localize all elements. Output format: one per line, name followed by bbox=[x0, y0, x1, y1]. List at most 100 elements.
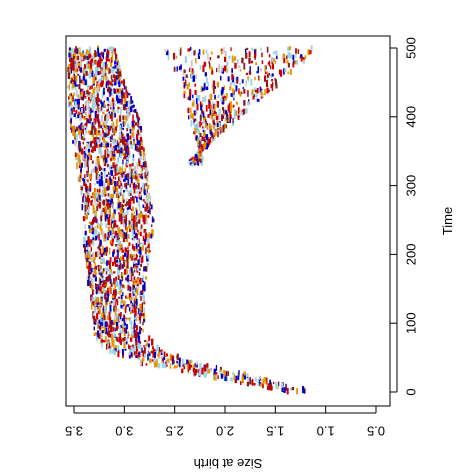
data-point bbox=[119, 213, 122, 216]
data-point bbox=[135, 214, 138, 220]
data-point bbox=[122, 104, 125, 111]
data-point bbox=[214, 112, 216, 116]
data-point bbox=[110, 271, 112, 275]
data-point bbox=[269, 379, 271, 385]
data-point bbox=[272, 64, 274, 70]
data-point bbox=[117, 195, 120, 201]
data-point bbox=[118, 131, 121, 138]
data-point bbox=[111, 93, 113, 97]
data-point bbox=[92, 96, 95, 102]
data-point bbox=[116, 338, 119, 342]
data-point bbox=[123, 121, 126, 125]
data-point bbox=[167, 53, 170, 61]
data-point bbox=[113, 235, 116, 239]
data-point bbox=[104, 297, 107, 300]
data-point bbox=[91, 252, 95, 258]
data-point bbox=[108, 165, 110, 169]
data-point bbox=[296, 388, 298, 395]
data-point bbox=[88, 141, 91, 149]
data-point bbox=[122, 304, 125, 307]
data-point bbox=[167, 358, 170, 364]
data-point bbox=[215, 364, 218, 371]
data-point bbox=[146, 220, 148, 225]
data-point bbox=[136, 139, 139, 146]
data-point bbox=[142, 150, 145, 156]
data-point bbox=[209, 127, 212, 132]
data-point bbox=[124, 97, 126, 104]
data-point bbox=[132, 293, 135, 296]
data-point bbox=[84, 214, 86, 219]
data-point bbox=[73, 52, 76, 56]
data-point bbox=[99, 286, 102, 292]
data-point bbox=[135, 131, 138, 136]
data-point bbox=[193, 75, 196, 82]
data-point bbox=[125, 197, 128, 204]
data-point bbox=[121, 317, 124, 322]
data-point bbox=[100, 339, 103, 344]
data-point bbox=[77, 73, 80, 76]
data-point bbox=[102, 74, 105, 80]
data-point bbox=[128, 344, 130, 350]
data-point bbox=[88, 206, 90, 214]
data-point bbox=[103, 160, 107, 167]
data-point bbox=[119, 174, 122, 181]
data-point bbox=[128, 152, 131, 156]
data-point bbox=[143, 353, 146, 358]
data-point bbox=[113, 271, 116, 274]
data-point bbox=[119, 94, 122, 99]
data-point bbox=[99, 62, 102, 69]
data-point bbox=[99, 144, 102, 151]
data-point bbox=[93, 316, 96, 323]
data-point bbox=[69, 80, 72, 85]
data-point bbox=[91, 231, 94, 235]
data-point bbox=[197, 52, 200, 59]
data-point bbox=[112, 335, 114, 343]
data-point bbox=[94, 262, 96, 266]
data-point bbox=[202, 130, 205, 133]
data-point bbox=[84, 96, 87, 99]
data-point bbox=[103, 314, 106, 321]
data-point bbox=[114, 126, 117, 131]
data-point bbox=[128, 204, 131, 210]
data-point bbox=[256, 87, 259, 94]
data-point bbox=[109, 203, 112, 207]
data-point bbox=[89, 183, 92, 190]
data-point bbox=[136, 212, 139, 219]
data-point bbox=[126, 269, 129, 275]
data-point bbox=[108, 206, 111, 210]
data-point bbox=[134, 136, 136, 144]
data-point bbox=[131, 330, 134, 337]
data-point bbox=[125, 174, 128, 181]
data-point bbox=[111, 180, 114, 184]
data-point bbox=[276, 385, 279, 390]
data-point bbox=[142, 199, 145, 202]
data-point bbox=[230, 47, 232, 52]
data-point bbox=[72, 75, 75, 80]
data-point bbox=[92, 300, 94, 306]
data-point bbox=[294, 60, 297, 65]
data-point bbox=[72, 131, 74, 135]
data-point bbox=[103, 206, 106, 211]
data-point bbox=[139, 247, 142, 254]
data-point bbox=[210, 66, 213, 70]
data-point bbox=[147, 215, 150, 218]
data-point bbox=[208, 61, 211, 64]
data-point bbox=[83, 179, 86, 186]
data-point bbox=[270, 65, 272, 70]
data-point bbox=[262, 92, 264, 99]
data-point bbox=[204, 72, 207, 77]
data-point bbox=[103, 155, 106, 161]
data-point bbox=[125, 89, 128, 93]
data-point bbox=[127, 151, 129, 155]
data-point bbox=[71, 66, 74, 71]
data-point bbox=[122, 137, 125, 140]
data-point bbox=[126, 123, 130, 128]
data-point bbox=[220, 50, 223, 55]
data-point bbox=[103, 182, 106, 189]
data-point bbox=[85, 70, 88, 76]
data-point bbox=[96, 170, 99, 174]
data-point bbox=[107, 199, 109, 205]
data-point bbox=[111, 151, 114, 156]
data-point bbox=[97, 197, 99, 204]
